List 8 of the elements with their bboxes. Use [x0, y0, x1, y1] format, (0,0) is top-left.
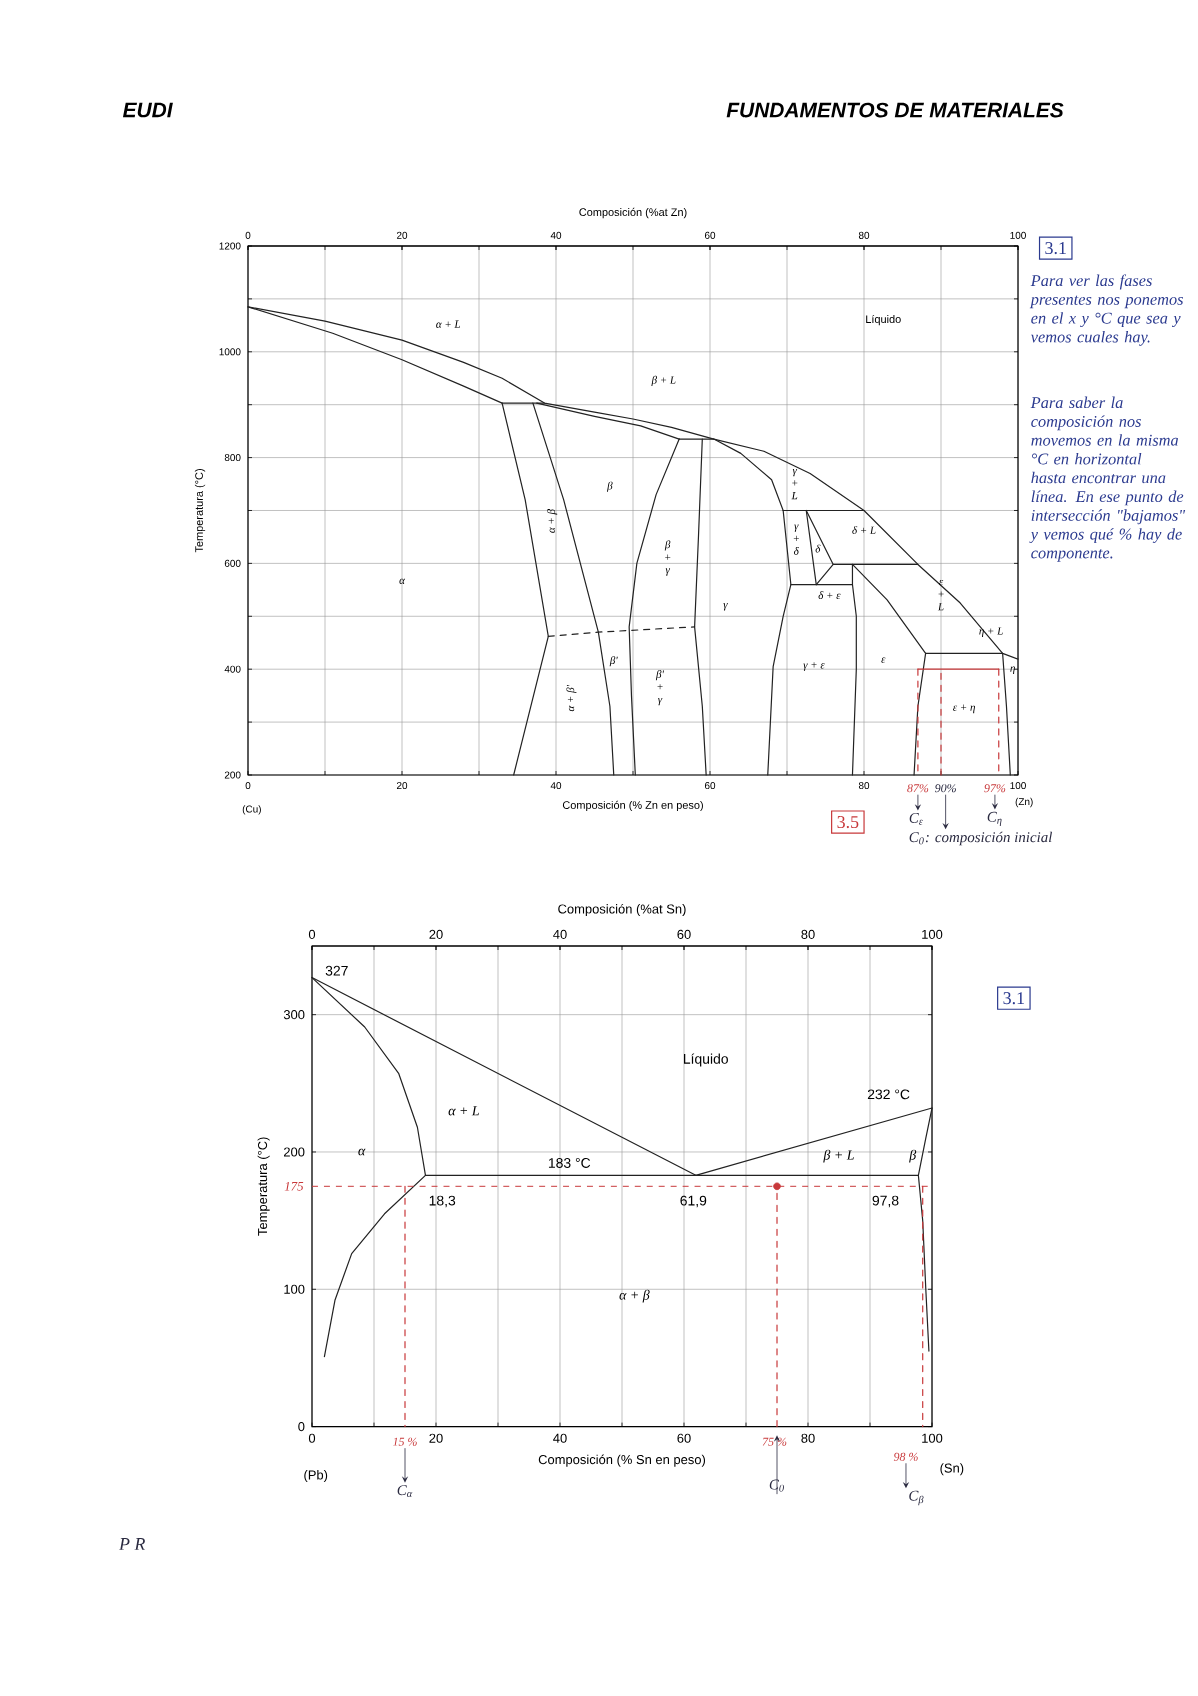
text: Para ver las fases presentes nos ponemos en el x y °C que sea y vemos cuales hay. — [1029, 274, 1184, 346]
text: 3.1 — [1003, 992, 1024, 1005]
text: 3.5 — [837, 816, 859, 829]
text: 3.1 — [1045, 242, 1066, 255]
text: Para saber la composición nos movemos en la misma °C en horizontal hasta encontrar una línea. En ese punto de intersección "bajamos" y vemos qué % hay de componente. — [1029, 396, 1186, 562]
text: P R — [118, 1538, 146, 1550]
text: FUNDAMENTOS DE MATERIALES — [726, 102, 1064, 118]
text: EUDI — [122, 102, 173, 118]
